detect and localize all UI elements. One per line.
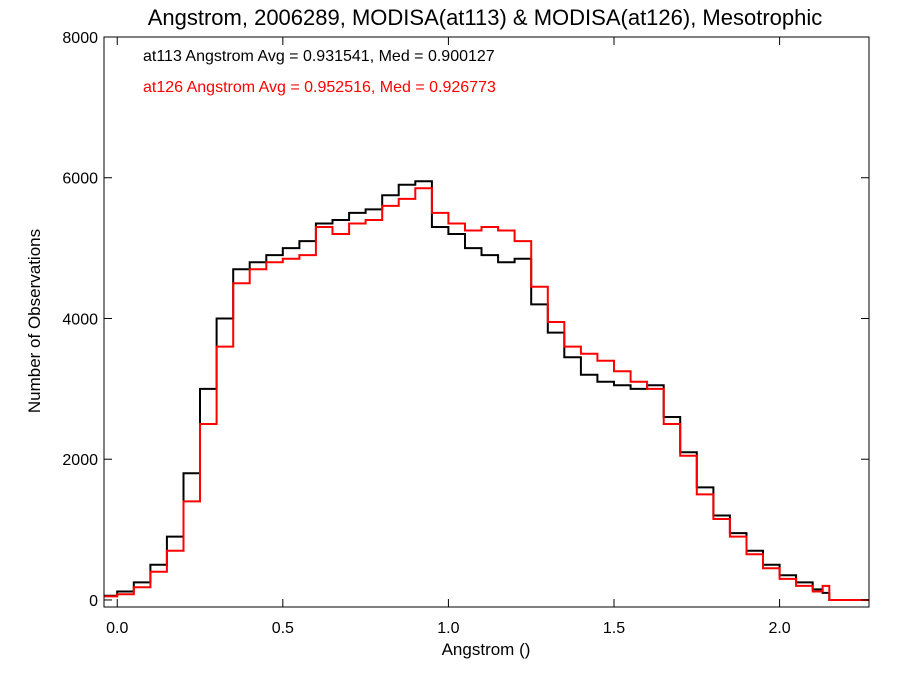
x-tick-label: 2.0 — [768, 620, 790, 637]
x-tick-label: 1.5 — [603, 620, 625, 637]
y-axis-label: Number of Observations — [25, 229, 44, 413]
y-tick-label: 2000 — [62, 452, 98, 469]
x-axis: 0.0 0.5 1.0 1.5 2.0 — [106, 37, 791, 637]
chart-title: Angstrom, 2006289, MODISA(at113) & MODIS… — [148, 5, 823, 30]
series-line-0 — [104, 180, 869, 601]
y-tick-label: 6000 — [62, 171, 98, 188]
y-tick-label: 0 — [89, 593, 98, 610]
x-tick-label: 0.5 — [272, 620, 294, 637]
x-tick-label: 1.0 — [437, 620, 459, 637]
plot-series — [104, 180, 869, 601]
legend-at113: at113 Angstrom Avg = 0.931541, Med = 0.9… — [143, 48, 495, 65]
x-tick-label: 0.0 — [106, 620, 128, 637]
plot-frame — [103, 36, 870, 608]
y-tick-label: 4000 — [62, 311, 98, 328]
y-tick-label: 8000 — [62, 30, 98, 47]
x-axis-label: Angstrom () — [442, 640, 531, 659]
series-line-1 — [104, 187, 869, 601]
legend-at126: at126 Angstrom Avg = 0.952516, Med = 0.9… — [143, 79, 496, 96]
y-axis: 0 2000 4000 6000 8000 — [62, 30, 869, 610]
